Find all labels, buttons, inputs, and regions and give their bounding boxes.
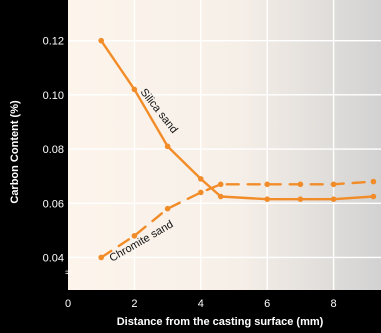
data-point bbox=[297, 196, 304, 203]
data-point bbox=[198, 189, 204, 196]
y-tick-label: 0.06 bbox=[43, 198, 64, 210]
series-line-chromite bbox=[99, 180, 375, 259]
y-tick-label: 0.04 bbox=[43, 252, 64, 264]
data-point bbox=[370, 193, 377, 200]
x-tick-label: 8 bbox=[331, 298, 337, 310]
plot-area bbox=[68, 0, 381, 290]
x-tick-label: 6 bbox=[264, 298, 270, 310]
data-point bbox=[164, 143, 171, 150]
data-point bbox=[370, 178, 377, 185]
data-point bbox=[198, 176, 204, 182]
data-point bbox=[264, 181, 271, 188]
data-point bbox=[330, 196, 337, 203]
y-tick-label: 0.08 bbox=[43, 144, 64, 156]
data-point bbox=[164, 205, 171, 212]
x-tick-label: 2 bbox=[131, 298, 137, 310]
data-point bbox=[98, 254, 104, 261]
y-axis-ticks: 0.04 0.06 0.08 0.10 0.12 bbox=[43, 36, 64, 265]
data-point bbox=[330, 181, 337, 188]
data-point bbox=[217, 181, 224, 188]
series-layer bbox=[98, 37, 377, 261]
data-point bbox=[297, 181, 304, 188]
y-axis-title: Carbon Content (%) bbox=[9, 100, 21, 204]
x-tick-label: 4 bbox=[198, 298, 204, 310]
y-tick-label: 0.10 bbox=[43, 90, 64, 102]
axis-break-symbol: ≈ bbox=[65, 267, 71, 279]
data-point bbox=[131, 86, 138, 93]
data-point bbox=[131, 232, 138, 239]
x-axis-ticks: 0246810 bbox=[65, 298, 337, 310]
x-axis-title: Distance from the casting surface (mm) bbox=[117, 316, 324, 328]
data-point bbox=[217, 193, 224, 200]
x-tick-label: 0 bbox=[65, 298, 71, 310]
data-point bbox=[264, 196, 271, 203]
data-point bbox=[98, 37, 104, 44]
y-tick-label: 0.12 bbox=[43, 36, 64, 48]
grid-lines bbox=[68, 0, 381, 290]
